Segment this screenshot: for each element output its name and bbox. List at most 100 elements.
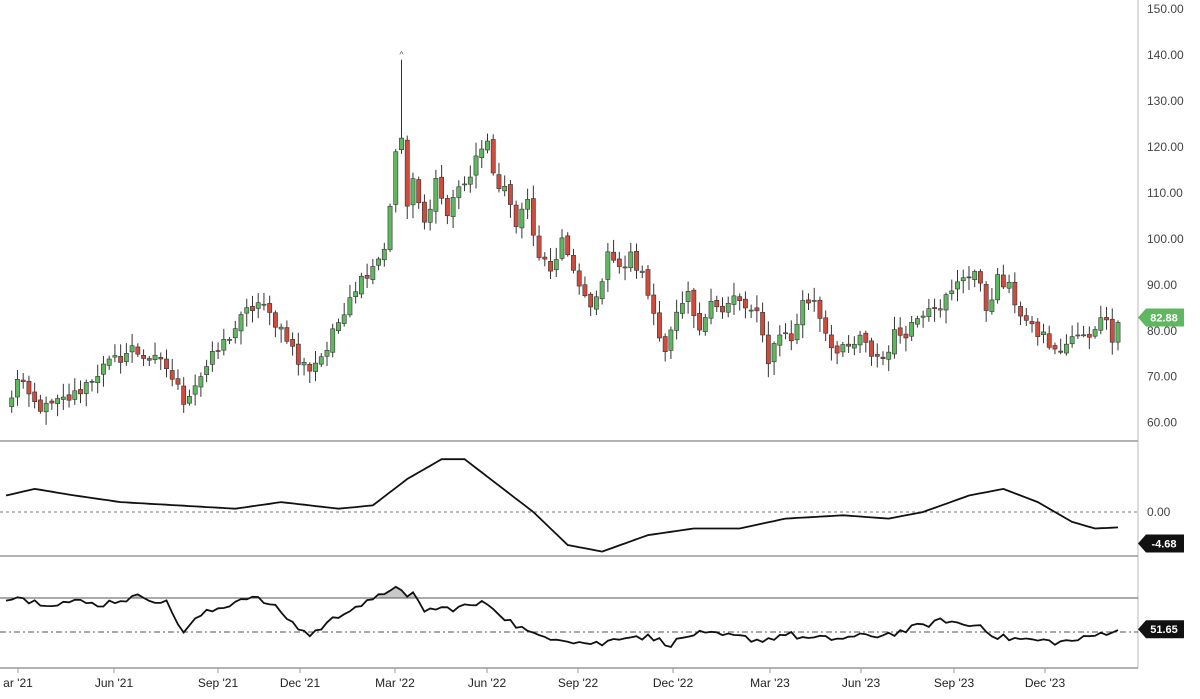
candle-down: [645, 269, 651, 296]
candle-down: [966, 276, 972, 279]
candle-up: [605, 251, 611, 280]
candle-down: [697, 313, 702, 331]
candle-down: [267, 303, 273, 313]
candle-down: [364, 275, 370, 279]
candle-down: [37, 399, 43, 412]
candle-up: [1041, 331, 1046, 335]
candle-up: [387, 205, 393, 250]
x-tick-label: Sep '22: [558, 676, 599, 690]
momentum-line: [5, 458, 1119, 553]
candle-up: [840, 344, 846, 353]
candle-up: [1075, 334, 1081, 337]
candle-down: [146, 358, 152, 361]
candle-down: [416, 179, 422, 204]
candle-up: [15, 379, 20, 398]
candle-up: [467, 176, 473, 185]
candle-down: [284, 327, 290, 342]
candle-up: [943, 294, 949, 311]
candle-up: [479, 148, 485, 159]
candle-down: [932, 307, 937, 310]
candle-down: [903, 333, 909, 339]
candle-up: [679, 303, 685, 314]
price-tick-label: 140.00: [1147, 48, 1184, 62]
last-price-value: 82.88: [1150, 313, 1178, 325]
price-tick-label: 100.00: [1147, 232, 1184, 246]
candle-up: [358, 275, 364, 295]
candle-down: [1029, 321, 1035, 325]
candle-up: [9, 397, 15, 407]
candle-up: [370, 266, 376, 280]
candle-up: [399, 137, 404, 151]
candle-down: [158, 357, 164, 360]
candle-up: [72, 390, 78, 400]
candle-up: [777, 334, 783, 346]
candle-down: [141, 355, 146, 359]
x-tick-label: Mar '23: [750, 676, 790, 690]
candle-up: [95, 376, 101, 384]
price-tick-label: 90.00: [1147, 278, 1177, 292]
candle-up: [851, 343, 857, 349]
candle-down: [829, 334, 834, 349]
candle-up: [972, 271, 978, 281]
candle-down: [651, 294, 657, 314]
candle-up: [674, 311, 680, 331]
rsi-current-value: 51.65: [1150, 624, 1178, 636]
x-tick-label: Jun '21: [95, 676, 134, 690]
candle-up: [209, 351, 215, 365]
candle-up: [261, 303, 267, 306]
candle-up: [926, 308, 932, 317]
candle-down: [273, 312, 278, 328]
x-tick-label: Dec '22: [653, 676, 694, 690]
candle-up: [192, 385, 198, 395]
candle-up: [702, 317, 708, 332]
rsi-tag-shape: [1138, 620, 1184, 639]
x-tick-label: Dec '23: [1025, 676, 1066, 690]
panel-borders: [0, 0, 1139, 669]
momentum-tag: -4.68: [1138, 534, 1184, 553]
candle-down: [880, 356, 886, 359]
candle-down: [754, 307, 760, 312]
candle-down: [1035, 321, 1041, 337]
candle-up: [1098, 317, 1104, 331]
candle-down: [657, 312, 662, 339]
candle-down: [536, 235, 542, 258]
candle-up: [525, 199, 531, 210]
candle-up: [886, 351, 892, 360]
candle-down: [32, 391, 38, 403]
candle-up: [83, 382, 89, 394]
candle-up: [341, 314, 347, 324]
price-tick-label: 60.00: [1147, 416, 1177, 430]
price-tick-label: 70.00: [1147, 370, 1177, 384]
candle-up: [450, 197, 456, 217]
candle-down: [118, 356, 124, 363]
candle-up: [811, 300, 817, 302]
candle-up: [129, 345, 135, 353]
candle-down: [806, 299, 811, 304]
candle-up: [708, 300, 714, 319]
candle-up: [639, 270, 645, 273]
candle-up: [221, 338, 227, 351]
candle-down: [1104, 317, 1109, 321]
candle-down: [760, 312, 766, 336]
candle-down: [175, 378, 181, 385]
candle-down: [897, 327, 903, 336]
candle-up: [43, 402, 49, 413]
candle-down: [513, 204, 519, 227]
candle-up: [353, 291, 359, 298]
x-tick-label: Jun '23: [842, 676, 881, 690]
candle-down: [611, 251, 616, 261]
candle-down: [634, 251, 639, 271]
rsi-tag: 51.65: [1138, 620, 1184, 639]
candle-down: [765, 334, 771, 365]
candle-up: [433, 178, 439, 212]
candle-down: [530, 198, 536, 236]
candle-down: [720, 305, 725, 313]
candle-down: [863, 332, 869, 343]
candle-up: [187, 396, 192, 404]
candle-up: [485, 140, 490, 151]
candle-down: [1052, 345, 1058, 350]
candle-up: [227, 339, 232, 341]
candle-down: [295, 343, 301, 365]
candle-up: [1115, 322, 1121, 343]
